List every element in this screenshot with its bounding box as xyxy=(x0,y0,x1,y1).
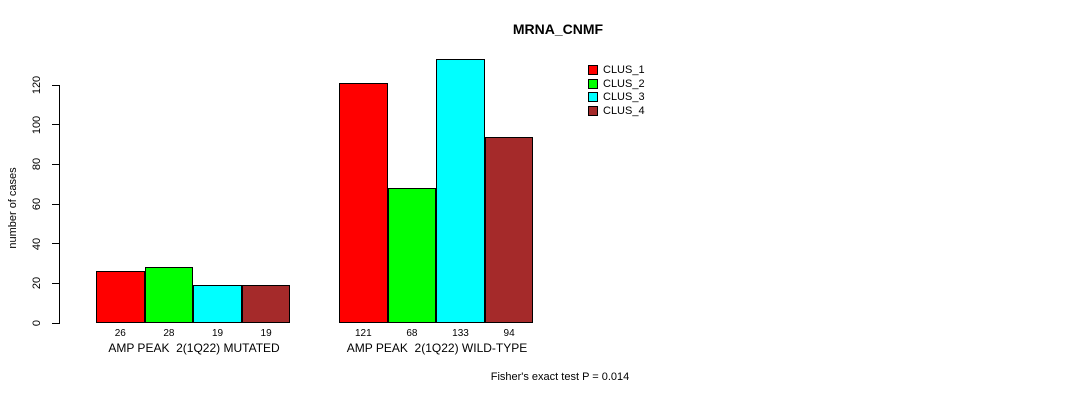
legend-swatch-icon xyxy=(588,65,598,75)
y-axis-tick-label: 20 xyxy=(31,277,43,290)
y-axis-tick xyxy=(52,203,60,205)
annotation-fisher-test: Fisher's exact test P = 0.014 xyxy=(490,371,630,383)
y-axis-tick xyxy=(52,282,60,284)
y-axis-tick-label: 120 xyxy=(31,75,43,95)
bar-clus_2-group1 xyxy=(144,267,194,323)
legend: CLUS_1 CLUS_2 CLUS_3 CLUS_4 xyxy=(588,64,645,118)
legend-label: CLUS_3 xyxy=(603,91,645,104)
legend-label: CLUS_4 xyxy=(603,105,645,118)
bar-clus_1-group2 xyxy=(339,83,388,323)
bar-value-label: 68 xyxy=(406,328,418,339)
bar-clus_4-group1 xyxy=(241,285,291,323)
y-axis-tick xyxy=(52,163,60,165)
bar-clus_3-group1 xyxy=(193,285,242,323)
y-axis-tick-label: 40 xyxy=(31,237,43,250)
legend-row-clus_3: CLUS_3 xyxy=(588,91,645,104)
y-axis-tick-label: 60 xyxy=(31,197,43,211)
bar-clus_1-group1 xyxy=(96,271,145,323)
bar-value-label: 19 xyxy=(211,328,224,339)
bar-clus_4-group2 xyxy=(484,136,534,323)
legend-row-clus_2: CLUS_2 xyxy=(588,77,645,90)
y-axis-tick xyxy=(52,84,60,86)
legend-row-clus_1: CLUS_1 xyxy=(588,64,645,76)
x-category-label-mutated: AMP PEAK 2(1Q22) MUTATED xyxy=(108,341,280,355)
legend-label: CLUS_1 xyxy=(603,64,645,76)
legend-swatch-icon xyxy=(588,106,598,117)
x-category-label-wild-type: AMP PEAK 2(1Q22) WILD-TYPE xyxy=(346,341,528,355)
y-axis-tick-label: 100 xyxy=(31,115,43,134)
bar-value-label: 28 xyxy=(163,328,175,339)
legend-swatch-icon xyxy=(588,92,598,103)
y-axis-tick-label: 80 xyxy=(31,158,43,171)
bar-value-label: 19 xyxy=(260,328,272,339)
bar-value-label: 121 xyxy=(354,328,372,339)
bar-clus_2-group2 xyxy=(387,188,437,323)
legend-row-clus_4: CLUS_4 xyxy=(588,105,645,118)
bar-value-label: 94 xyxy=(503,328,515,339)
bar-clus_3-group2 xyxy=(436,59,485,323)
y-axis-tick-label: 0 xyxy=(31,319,43,327)
legend-label: CLUS_2 xyxy=(603,77,645,90)
y-axis-tick xyxy=(52,124,60,126)
bar-value-label: 26 xyxy=(114,328,126,339)
y-axis-tick xyxy=(52,322,60,324)
y-axis-line xyxy=(59,85,60,324)
y-axis-label: number of cases xyxy=(7,167,19,249)
bar-value-label: 133 xyxy=(452,328,469,339)
legend-swatch-icon xyxy=(588,78,598,89)
y-axis-tick xyxy=(52,243,60,245)
chart-title: MRNA_CNMF xyxy=(512,21,604,37)
